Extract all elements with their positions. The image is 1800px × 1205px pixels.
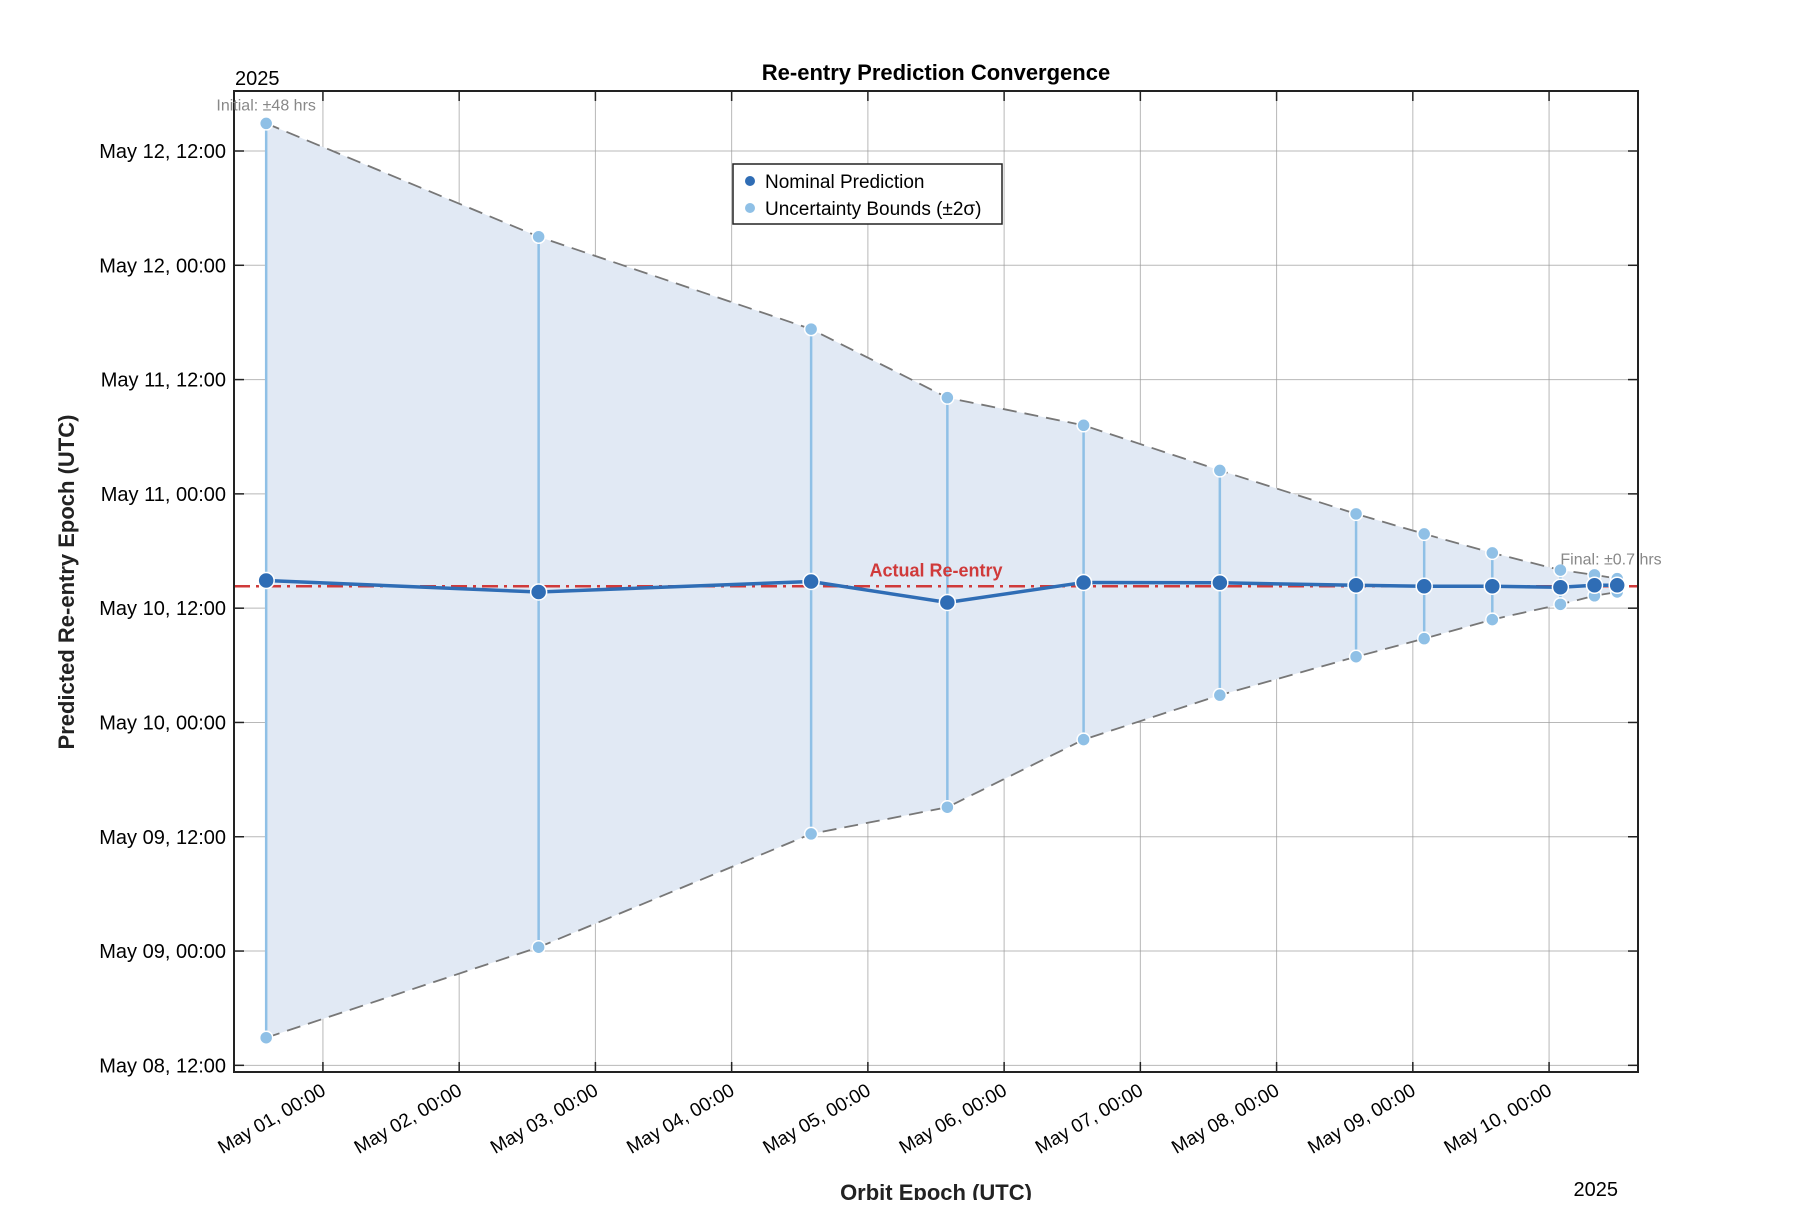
y-tick-label: May 11, 00:00 [101, 484, 226, 506]
initial-annotation: Initial: ±48 hrs [216, 97, 316, 114]
lower-bound-point [1212, 687, 1228, 703]
legend-marker-nominal [745, 176, 755, 186]
nominal-point [1483, 577, 1502, 596]
y-year-label: 2025 [235, 68, 280, 90]
upper-bound-line [265, 122, 1618, 580]
upper-bound-point [1212, 463, 1228, 478]
upper-bound-point [531, 229, 546, 244]
y-tick-label: May 12, 12:00 [99, 141, 226, 163]
x-axis-label: Orbit Epoch (UTC) [840, 1180, 1032, 1200]
lower-bound-point [940, 799, 955, 815]
y-tick-label: May 09, 12:00 [99, 827, 226, 849]
legend-label-nominal: Nominal Prediction [765, 172, 924, 193]
upper-bound-point [258, 116, 274, 131]
y-tick-label: May 08, 12:00 [99, 1055, 226, 1077]
x-tick-label: May 03, 00:00 [487, 1080, 602, 1158]
chart-title: Re-entry Prediction Convergence [762, 60, 1110, 85]
upper-bound-point [1348, 506, 1364, 522]
x-tick-label: May 06, 00:00 [896, 1080, 1011, 1158]
lower-bound-point [1348, 649, 1364, 664]
nominal-point [1551, 578, 1570, 596]
nominal-point [938, 593, 957, 612]
x-tick-label: May 07, 00:00 [1032, 1080, 1147, 1158]
final-annotation: Final: ±0.7 hrs [1560, 552, 1661, 569]
x-tick-label: May 04, 00:00 [623, 1080, 738, 1158]
nominal-point [1608, 576, 1626, 595]
upper-bound-point [803, 321, 819, 337]
uncertainty-band [266, 123, 1618, 1038]
lower-bound-point [803, 826, 819, 842]
nominal-point [1585, 576, 1604, 595]
actual-reentry-label: Actual Re-entry [869, 560, 1002, 580]
y-tick-label: May 10, 00:00 [99, 712, 226, 734]
nominal-point [1074, 573, 1093, 592]
upper-bound-point [940, 390, 955, 405]
nominal-point [529, 583, 548, 601]
nominal-point [1347, 576, 1365, 595]
upper-bound-point [1553, 562, 1568, 578]
lower-bound-point [1553, 597, 1568, 612]
x-tick-label: May 01, 00:00 [215, 1080, 330, 1158]
x-tick-label: May 10, 00:00 [1441, 1080, 1556, 1158]
y-tick-label: May 10, 12:00 [99, 598, 226, 620]
y-tick-label: May 09, 00:00 [99, 941, 226, 963]
lower-bound-point [1076, 732, 1091, 747]
upper-bound-point [1076, 418, 1091, 433]
nominal-point [802, 572, 820, 591]
lower-bound-point [1485, 612, 1500, 627]
nominal-point [1211, 574, 1229, 592]
legend: Nominal Prediction Uncertainty Bounds (±… [732, 163, 1003, 225]
upper-bound-point [1416, 526, 1432, 542]
x-tick-label: May 09, 00:00 [1305, 1080, 1420, 1158]
nominal-point [257, 571, 275, 590]
axes-frame [233, 90, 1639, 1073]
nominal-point [1415, 577, 1433, 596]
legend-marker-bounds [745, 203, 755, 213]
lower-bound-point [531, 939, 546, 955]
x-tick-label: May 02, 00:00 [351, 1080, 466, 1158]
y-axis-label: Predicted Re-entry Epoch (UTC) [54, 415, 79, 750]
y-tick-label: May 12, 00:00 [99, 255, 226, 277]
legend-label-bounds: Uncertainty Bounds (±2σ) [765, 199, 981, 220]
upper-bound-point [1485, 545, 1500, 561]
lower-bound-point [258, 1030, 274, 1045]
y-tick-label: May 11, 12:00 [101, 370, 226, 392]
plot-area [234, 116, 1638, 1045]
x-tick-label: May 08, 00:00 [1168, 1080, 1283, 1158]
x-tick-label: May 05, 00:00 [760, 1080, 875, 1158]
lower-bound-point [1416, 631, 1432, 646]
x-year-label: 2025 [1574, 1179, 1619, 1200]
